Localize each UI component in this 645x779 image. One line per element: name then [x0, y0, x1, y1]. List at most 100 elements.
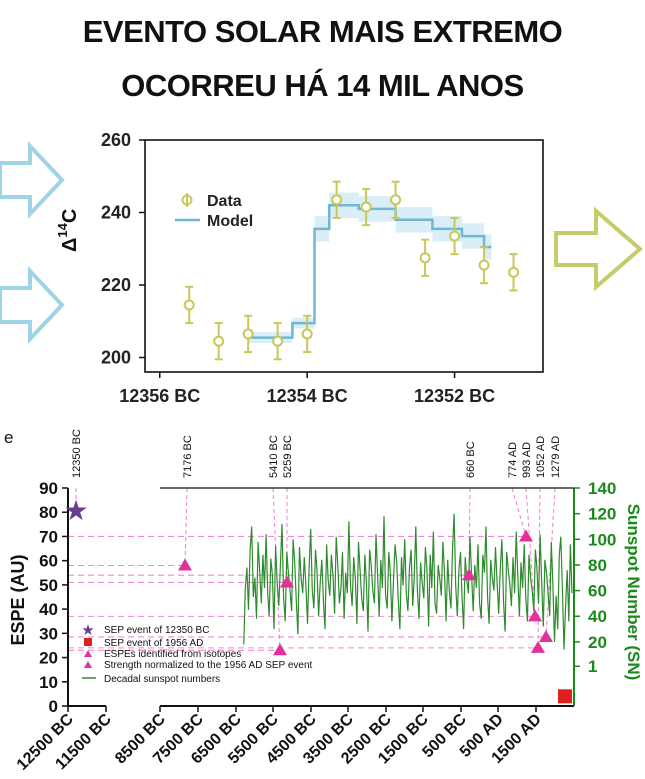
axes: [67, 487, 575, 707]
y-tick-label: 80: [39, 503, 58, 522]
legend-triangle-icon: [84, 650, 92, 657]
y-axis-ticks: 200 220 240 260: [101, 130, 145, 368]
model-uncertainty-band: [248, 192, 492, 343]
y-axis-label: Δ14C: [55, 209, 81, 252]
data-point: [390, 180, 402, 219]
legend-label-3: ESPEs identified from isotopes: [104, 649, 241, 660]
event-dashed-lines: [68, 487, 556, 651]
data-point: [242, 314, 254, 354]
y-tick-label: 40: [39, 600, 58, 619]
event-label: 993 AD: [521, 442, 533, 478]
y-tick-label: 30: [39, 624, 58, 643]
data-marker: [242, 328, 254, 340]
x-tick-label: 12354 BC: [267, 386, 348, 406]
triangle-marker-icon: [273, 643, 287, 656]
y-tick-label: 70: [39, 527, 58, 546]
data-marker: [331, 194, 343, 206]
legend-star-icon: ★: [81, 622, 94, 639]
y2-tick-label: 60: [588, 582, 607, 601]
data-point: [272, 322, 284, 361]
plot-frame: [144, 139, 544, 373]
legend-square-icon: [84, 638, 92, 646]
sunspot-series: [243, 513, 573, 650]
x-axis-ticks: 12356 BC 12354 BC 12352 BC: [119, 372, 495, 406]
data-marker: [301, 328, 313, 340]
square-marker-icon: [558, 689, 572, 704]
event-vertical-dash: [511, 487, 527, 537]
y2-tick-label: 20: [588, 633, 607, 652]
star-marker-icon: ★: [63, 495, 88, 526]
y2-tick-label: 100: [588, 530, 616, 549]
y2-axis-label: Sunspot Number (SN): [624, 504, 643, 681]
y-tick-label: 90: [39, 479, 58, 498]
model-step-line: [248, 204, 492, 339]
y-tick-label: 0: [49, 697, 58, 716]
title-line-1: EVENTO SOLAR MAIS EXTREMO: [82, 14, 563, 49]
legend-model-label: Model: [207, 213, 253, 230]
data-point: [213, 322, 225, 361]
data-series: [183, 180, 520, 361]
legend-label-4: Strength normalized to the 1956 AD SEP e…: [104, 660, 313, 671]
y2-tick-label: 80: [588, 556, 607, 575]
arrow-right-icon: [0, 140, 65, 220]
event-label: 774 AD: [507, 442, 519, 478]
event-label: 12350 BC: [71, 429, 83, 478]
data-point: [419, 238, 431, 277]
y-axis-label: ESPE (AU): [8, 554, 28, 645]
event-markers: ★: [63, 495, 572, 704]
y-tick-label: 240: [101, 203, 131, 223]
y-tick-label: 20: [39, 649, 58, 668]
arrow-right-icon: [0, 265, 65, 345]
data-point: [508, 253, 520, 292]
event-vertical-dash: [272, 487, 281, 651]
title-line-2: OCORREU HÁ 14 MIL ANOS: [121, 68, 524, 103]
data-point: [301, 314, 313, 354]
y2-tick-label: 140: [588, 479, 616, 498]
data-marker: [183, 299, 195, 311]
event-label: 7176 BC: [182, 435, 194, 478]
event-label: 5259 BC: [282, 435, 294, 478]
data-marker: [478, 259, 490, 271]
event-label: 5410 BC: [268, 435, 280, 478]
sunspot-line: [243, 513, 573, 650]
data-point: [331, 180, 343, 219]
data-point: [449, 216, 461, 256]
triangle-marker-icon: [462, 568, 476, 581]
panel-label: e: [4, 428, 13, 447]
data-point: [183, 285, 195, 325]
model-band: [248, 192, 492, 343]
event-label: 660 BC: [465, 441, 477, 478]
data-marker: [272, 335, 284, 347]
legend-data-label: Data: [207, 193, 242, 210]
triangle-marker-icon: [528, 609, 542, 622]
event-vertical-dash: [545, 487, 556, 637]
triangle-marker-icon: [531, 640, 545, 653]
y2-tick-label: 120: [588, 505, 616, 524]
event-labels: 12350 BC 7176 BC 5410 BC 5259 BC 660 BC 774 A…: [71, 429, 562, 478]
data-marker: [508, 266, 520, 278]
data-marker: [390, 194, 402, 206]
triangle-marker-icon: [280, 575, 294, 588]
legend: ★ SEP event of 12350 BC SEP event of 195…: [81, 622, 312, 685]
y-tick-label: 50: [39, 576, 58, 595]
data-point: [478, 245, 490, 285]
arrow-right-icon: [554, 206, 644, 292]
y-tick-label: 260: [101, 130, 131, 150]
y-tick-label: 220: [101, 275, 131, 295]
triangle-marker-icon: [519, 529, 533, 542]
event-vertical-dash: [525, 487, 536, 617]
y-tick-label: 10: [39, 673, 58, 692]
y2-tick-label: 1: [588, 657, 597, 676]
y-tick-label: 60: [39, 552, 58, 571]
triangle-marker-icon: [539, 629, 553, 642]
data-point: [360, 187, 372, 227]
legend: Data Model: [175, 193, 253, 230]
legend-data-marker: [181, 194, 193, 206]
legend-label-2: SEP event of 1956 AD: [104, 638, 203, 649]
legend-triangle-icon-2: [84, 661, 92, 668]
x-tick-label: 12352 BC: [414, 386, 495, 406]
